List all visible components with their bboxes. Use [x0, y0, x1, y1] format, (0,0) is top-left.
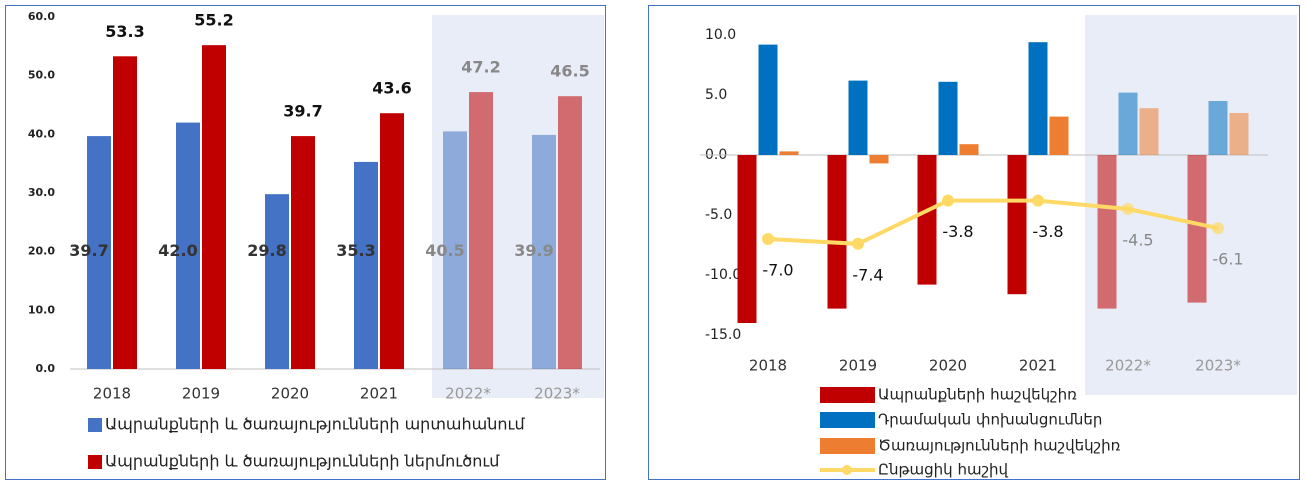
line-point [942, 194, 954, 207]
y-tick-label: 40.0 [28, 127, 55, 140]
y-tick-label: 10.0 [705, 27, 736, 43]
legend-label: Դրամական փոխանցումներ [878, 411, 1102, 429]
y-tick-label: 50.0 [28, 69, 55, 82]
bar [265, 194, 289, 369]
bar [558, 96, 582, 369]
x-tick-label: 2023* [534, 385, 580, 403]
value-label: 39.7 [69, 241, 108, 260]
bar [827, 155, 847, 309]
bar [532, 134, 556, 369]
value-label: -4.5 [1122, 231, 1153, 250]
bar [938, 81, 958, 155]
bar [737, 155, 757, 323]
x-tick-label: 2018 [93, 385, 131, 403]
value-label: -7.4 [852, 265, 883, 284]
value-label: -6.1 [1212, 250, 1243, 269]
value-label: 43.6 [372, 79, 411, 98]
bar [1208, 101, 1228, 155]
bar [469, 92, 493, 370]
value-label: 47.2 [461, 58, 500, 77]
x-tick-label: 2021 [360, 385, 398, 403]
value-label: 53.3 [105, 22, 144, 41]
value-label: -7.0 [762, 261, 793, 280]
legend-label: Ապրանքների և ծառայությունների արտահանում [105, 415, 525, 434]
bar [869, 155, 889, 164]
line-point [1122, 203, 1134, 215]
y-tick-label: 30.0 [28, 186, 55, 199]
y-tick-label: -10.0 [705, 267, 741, 283]
bar [959, 144, 979, 155]
line-point [1212, 222, 1224, 235]
legend-label: Ընթացիկ հաշիվ [878, 461, 1009, 479]
legend-label: Ապրանքների հաշվեկշիռ [878, 386, 1077, 404]
bar [1049, 116, 1069, 155]
value-label: 35.3 [336, 241, 375, 260]
x-tick-label: 2020 [929, 357, 967, 375]
bar [443, 131, 467, 369]
bar [1187, 155, 1207, 303]
x-tick-label: 2019 [839, 357, 877, 375]
bar [779, 151, 799, 155]
value-label: 39.7 [283, 102, 322, 121]
bar [1118, 92, 1138, 155]
x-tick-label: 2018 [749, 357, 787, 375]
bar [1028, 42, 1048, 156]
y-tick-label: 60.0 [28, 10, 55, 23]
x-tick-label: 2022* [1105, 357, 1151, 375]
bar [1097, 155, 1117, 309]
value-label: -3.8 [942, 222, 973, 241]
x-tick-label: 2022* [445, 385, 491, 403]
bar [917, 155, 937, 285]
x-tick-label: 2020 [271, 385, 309, 403]
legend-swatch [820, 387, 875, 403]
line-point [762, 233, 774, 245]
x-tick-label: 2021 [1019, 357, 1057, 375]
value-label: 29.8 [247, 241, 286, 260]
value-label: 55.2 [194, 11, 233, 30]
y-tick-label: 5.0 [705, 87, 727, 103]
legend-label: Ապրանքների և ծառայությունների ներմուծում [105, 452, 500, 471]
bar [1139, 108, 1159, 155]
y-tick-label: 20.0 [28, 245, 55, 258]
x-tick-label: 2019 [182, 385, 220, 403]
bar [1007, 155, 1027, 295]
y-tick-label: 0.0 [36, 362, 56, 375]
line [767, 198, 1219, 246]
bar [1229, 113, 1249, 155]
y-tick-label: 10.0 [28, 303, 55, 316]
value-label: 40.5 [425, 241, 464, 260]
legend-label: Ծառայությունների հաշվեկշիռ [878, 437, 1121, 455]
bar [848, 80, 868, 155]
value-label: 42.0 [158, 241, 197, 260]
legend-marker [842, 465, 852, 475]
bar [113, 56, 137, 369]
line-point [852, 237, 864, 250]
bar [380, 113, 404, 369]
y-tick-label: -15.0 [705, 327, 741, 343]
line-point [1032, 194, 1044, 207]
value-label: 39.9 [514, 241, 553, 260]
value-label: 46.5 [550, 62, 589, 81]
bar [202, 45, 226, 369]
legend-swatch [820, 412, 875, 428]
bar [176, 122, 200, 369]
bar [291, 136, 315, 369]
legend-swatch [88, 455, 102, 469]
bar [354, 161, 378, 369]
x-tick-label: 2023* [1195, 357, 1241, 375]
legend-swatch [820, 438, 875, 454]
legend-swatch [88, 418, 102, 432]
value-label: -3.8 [1032, 222, 1063, 241]
y-tick-label: -5.0 [705, 207, 732, 223]
bar [758, 44, 778, 155]
bar [87, 136, 111, 369]
